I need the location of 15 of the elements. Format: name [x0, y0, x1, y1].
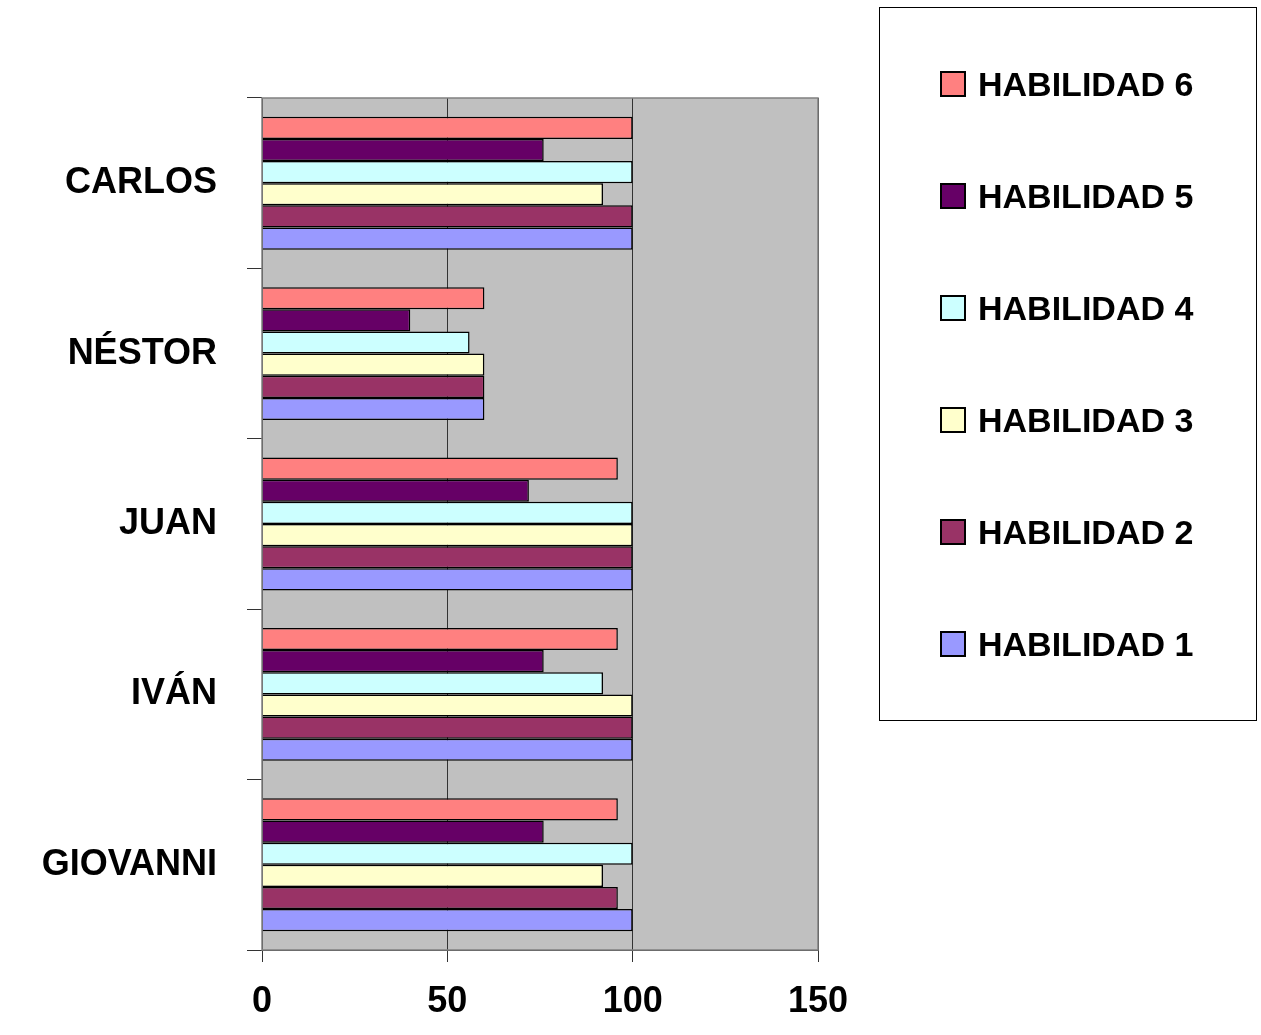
legend-label: HABILIDAD 6 [978, 64, 1194, 104]
legend-label: HABILIDAD 2 [978, 512, 1194, 552]
y-tick-label: CARLOS [65, 160, 217, 202]
y-tick-label: GIOVANNI [41, 841, 217, 883]
x-tick-label: 0 [251, 978, 273, 1020]
x-tick-label: 150 [787, 978, 849, 1020]
legend-label: HABILIDAD 5 [978, 176, 1194, 216]
y-tick-label: IVÁN [130, 671, 217, 713]
y-tick-label: NÉSTOR [67, 330, 217, 372]
legend-label: HABILIDAD 3 [978, 400, 1194, 440]
x-tick-label: 50 [427, 978, 468, 1020]
legend-label: HABILIDAD 1 [978, 624, 1194, 664]
legend-label: HABILIDAD 4 [978, 288, 1194, 328]
y-tick-label: JUAN [118, 500, 217, 542]
x-tick-label: 100 [602, 978, 663, 1020]
